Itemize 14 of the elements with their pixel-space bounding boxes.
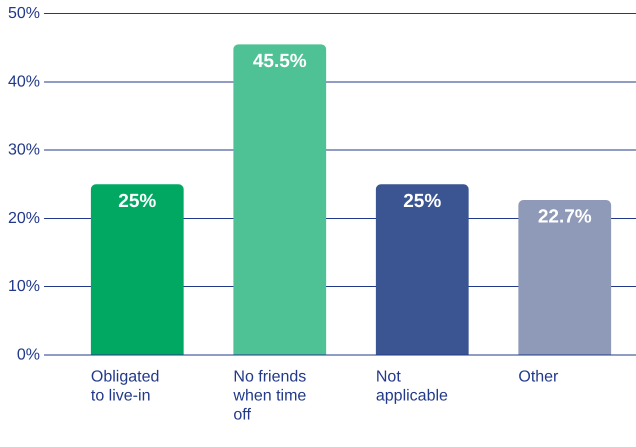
data-label: 45.5%	[252, 51, 307, 72]
x-tick-label: Obligated to live-in	[90, 368, 160, 404]
y-tick-label: 40%	[8, 73, 40, 90]
x-tick-label: Other	[518, 368, 560, 386]
y-tick-label: 30%	[8, 142, 40, 159]
x-tick-label: Not applicable	[376, 368, 448, 404]
data-label: 25%	[118, 191, 156, 212]
y-tick-label: 0%	[16, 346, 40, 364]
y-tick-label: 10%	[8, 278, 40, 296]
y-tick-label: 50%	[8, 5, 40, 22]
x-tick-label: No friends when time off	[232, 368, 306, 424]
data-label: 25%	[403, 191, 442, 212]
y-tick-label: 20%	[8, 210, 40, 227]
data-label: 22.7%	[538, 206, 592, 228]
